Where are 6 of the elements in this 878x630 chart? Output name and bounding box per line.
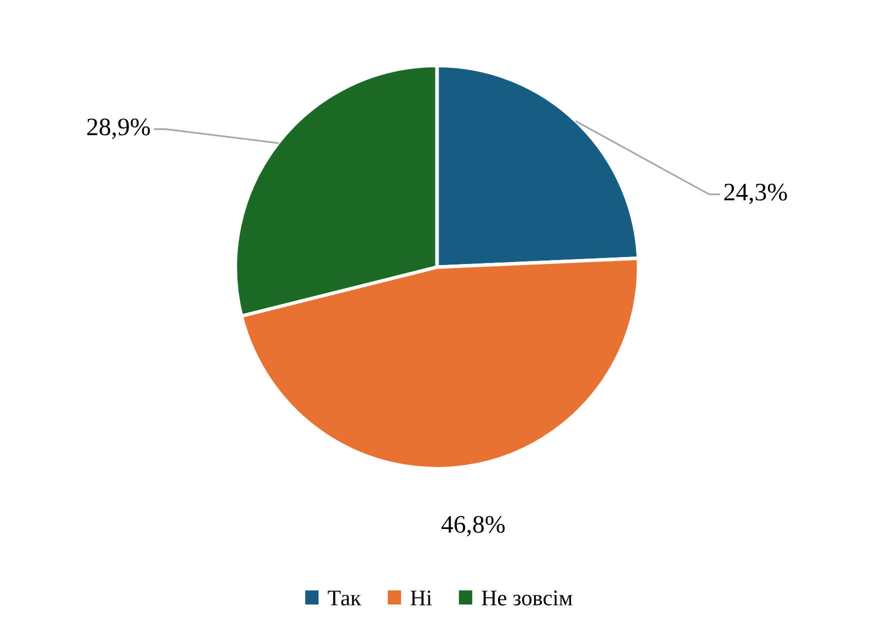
legend-label: Так xyxy=(328,590,362,606)
data-label: 24,3% xyxy=(724,184,787,204)
legend-label: Ні xyxy=(410,590,432,606)
data-label: 46,8% xyxy=(441,516,505,536)
legend-label: Не зовсім xyxy=(482,590,572,606)
data-label: 28,9% xyxy=(87,118,150,139)
